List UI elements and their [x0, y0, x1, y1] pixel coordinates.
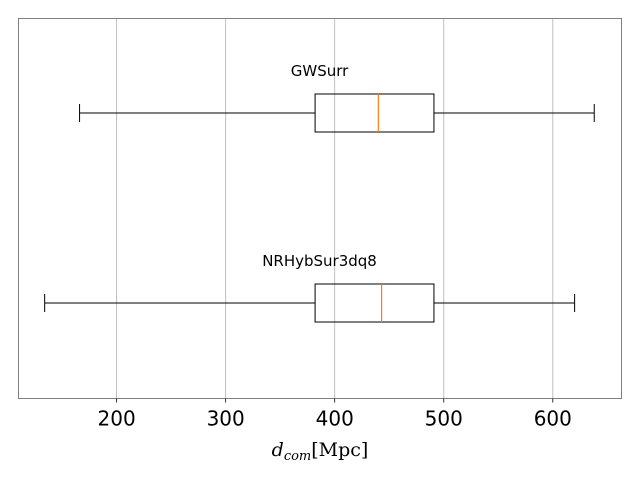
plot-frame [18, 18, 622, 399]
x-axis-label-unit: [Mpc] [311, 439, 368, 461]
x-tick-label-300: 300 [207, 407, 245, 431]
box-gwsurr: GWSurr [79, 62, 595, 133]
x-tick-label-200: 200 [98, 407, 136, 431]
boxes: GWSurr NRHybSur3dq8 [44, 62, 595, 323]
box-label-nrhybsur3dq8: NRHybSur3dq8 [262, 252, 377, 270]
x-axis-ticks: 200 300 400 500 600 [98, 398, 572, 431]
x-axis-label-main: d [272, 439, 284, 461]
iqr-box-gwsurr [314, 93, 435, 133]
x-tick-label-500: 500 [425, 407, 463, 431]
grid-lines [116, 18, 554, 399]
x-tick-label-400: 400 [316, 407, 354, 431]
box-label-gwsurr: GWSurr [291, 62, 349, 80]
iqr-box-nrhybsur3dq8 [314, 283, 435, 323]
x-axis-label: dcom[Mpc] [272, 439, 369, 464]
plot-background [18, 18, 622, 399]
x-tick-label-600: 600 [534, 407, 572, 431]
x-axis-label-sub: com [284, 449, 311, 464]
box-nrhybsur3dq8: NRHybSur3dq8 [44, 252, 576, 323]
